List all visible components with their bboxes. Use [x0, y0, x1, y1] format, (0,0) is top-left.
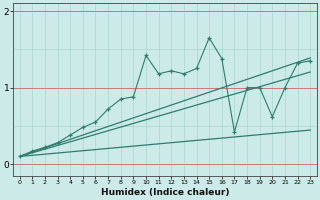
X-axis label: Humidex (Indice chaleur): Humidex (Indice chaleur) [101, 188, 229, 197]
